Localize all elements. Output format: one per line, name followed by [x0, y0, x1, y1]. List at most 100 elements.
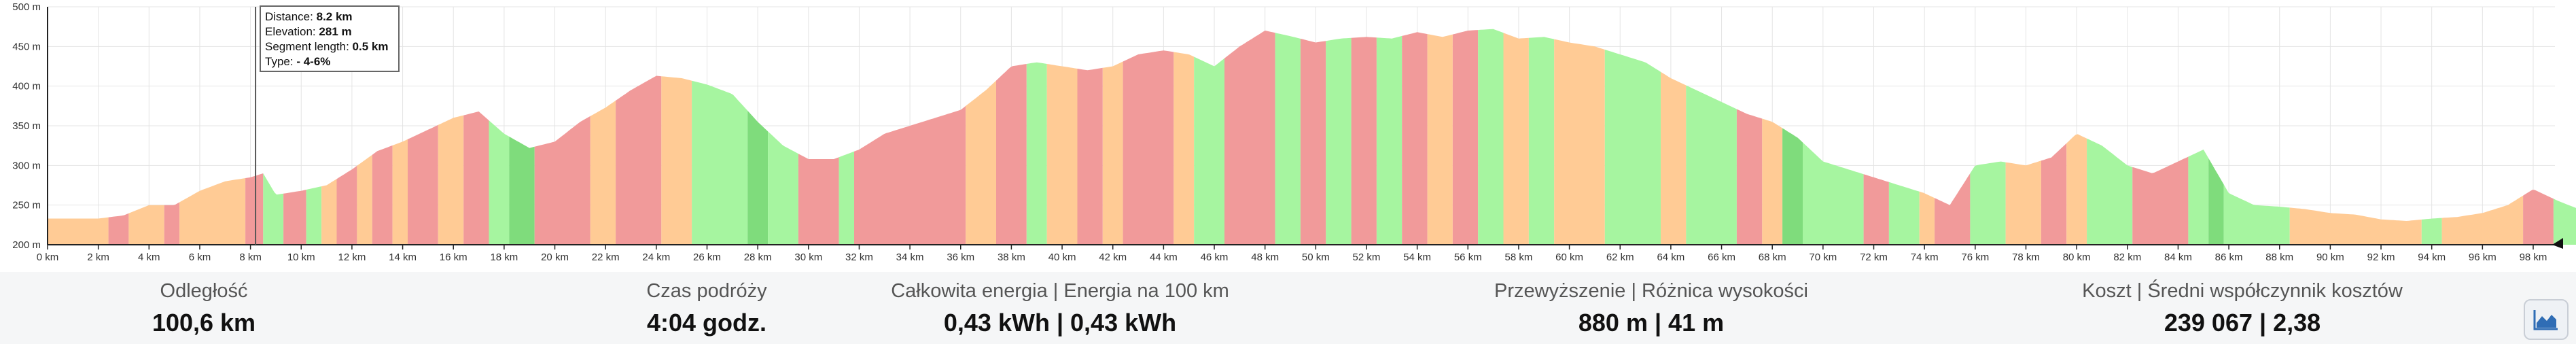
- x-tick-label: 16 km: [440, 252, 467, 263]
- x-tick-label: 76 km: [1961, 252, 1989, 263]
- segment-descent-moderate: [263, 173, 284, 245]
- elevation-chart[interactable]: 200 m 250 m 300 m 350 m 400 m 450 m 500 m 0 km…: [0, 0, 2576, 272]
- chart-toggle-button[interactable]: [2524, 299, 2569, 340]
- stat-cost-value: 239 067 | 2,38: [2164, 309, 2321, 337]
- segment-climb-steep: [1935, 197, 1955, 245]
- segment-climb-steep: [336, 165, 357, 245]
- segment-descent-moderate: [768, 131, 798, 245]
- segment-climb-steep: [2523, 190, 2554, 245]
- chart-tooltip: Distance: 8.2 km Elevation: 281 m Segmen…: [260, 5, 400, 72]
- x-tick-label: 50 km: [1302, 252, 1330, 263]
- tooltip-segment-value: 0.5 km: [352, 40, 389, 53]
- x-tick-label: 34 km: [896, 252, 924, 263]
- y-tick-label: 300 m: [12, 160, 41, 171]
- y-tick-label: 200 m: [12, 239, 41, 251]
- segment-climb-moderate: [128, 205, 164, 245]
- tooltip-type-value: - 4-6%: [296, 55, 331, 68]
- segment-descent-steep: [1782, 128, 1803, 245]
- segment-descent-moderate: [489, 120, 510, 245]
- x-tick-label: 12 km: [338, 252, 366, 263]
- segment-climb-steep: [463, 111, 489, 245]
- segment-climb-moderate: [2066, 134, 2087, 245]
- x-tick-label: 20 km: [541, 252, 569, 263]
- y-axis-ticks: 200 m 250 m 300 m 350 m 400 m 450 m 500 m: [12, 1, 41, 251]
- segment-climb-steep: [1077, 67, 1103, 245]
- tooltip-elevation-label: Elevation:: [265, 25, 316, 38]
- x-tick-label: 98 km: [2520, 252, 2547, 263]
- stat-distance-value: 100,6 km: [152, 309, 256, 337]
- stat-elevation-label: Przewyższenie | Różnica wysokości: [1494, 280, 1809, 302]
- segment-climb-steep: [245, 173, 264, 245]
- x-tick-label: 66 km: [1708, 252, 1735, 263]
- segment-descent-moderate: [2553, 199, 2576, 245]
- y-tick-label: 500 m: [12, 1, 41, 13]
- y-tick-label: 400 m: [12, 81, 41, 92]
- segment-climb-moderate: [1174, 52, 1195, 245]
- segment-descent-moderate: [692, 80, 748, 245]
- x-tick-label: 0 km: [37, 252, 59, 263]
- x-tick-label: 36 km: [947, 252, 974, 263]
- x-tick-label: 2 km: [87, 252, 109, 263]
- segment-descent-moderate: [2421, 218, 2442, 245]
- segment-climb-steep: [1736, 109, 1763, 245]
- route-end-marker: [2552, 238, 2563, 249]
- tooltip-elevation-row: Elevation: 281 m: [265, 24, 394, 39]
- segment-descent-moderate: [1528, 37, 1555, 245]
- segment-climb-steep: [283, 190, 306, 245]
- segment-climb-moderate: [48, 217, 109, 245]
- segment-descent-moderate: [1026, 62, 1047, 245]
- segment-climb-steep: [534, 116, 590, 245]
- segment-climb-steep: [1955, 173, 1971, 245]
- x-tick-label: 26 km: [693, 252, 721, 263]
- x-tick-label: 96 km: [2469, 252, 2496, 263]
- segment-climb-moderate: [1503, 33, 1529, 245]
- x-tick-label: 46 km: [1201, 252, 1229, 263]
- x-tick-label: 32 km: [845, 252, 873, 263]
- x-tick-label: 84 km: [2164, 252, 2192, 263]
- segment-climb-moderate: [966, 80, 996, 245]
- x-tick-label: 80 km: [2063, 252, 2091, 263]
- x-tick-label: 30 km: [794, 252, 822, 263]
- segment-climb-moderate: [357, 154, 372, 245]
- x-tick-label: 10 km: [287, 252, 315, 263]
- segment-climb-steep: [1452, 30, 1479, 245]
- tooltip-elevation-value: 281 m: [319, 25, 352, 38]
- x-tick-label: 42 km: [1099, 252, 1127, 263]
- segment-climb-steep: [108, 213, 129, 245]
- area-chart-icon: [2533, 310, 2558, 330]
- segment-climb-steep: [854, 105, 966, 245]
- segment-climb-steep: [1123, 50, 1174, 245]
- stat-travel-time: Czas podróży 4:04 godz.: [503, 272, 911, 344]
- x-tick-label: 44 km: [1150, 252, 1178, 263]
- segment-descent-moderate: [1970, 161, 2006, 245]
- x-tick-label: 48 km: [1251, 252, 1279, 263]
- x-tick-label: 90 km: [2316, 252, 2344, 263]
- segment-descent-moderate: [1686, 85, 1737, 245]
- stat-cost-label: Koszt | Średni współczynnik kosztów: [2082, 280, 2403, 302]
- segment-climb-moderate: [392, 139, 408, 245]
- segment-climb-steep: [1351, 37, 1377, 245]
- x-tick-label: 94 km: [2418, 252, 2446, 263]
- x-tick-label: 56 km: [1454, 252, 1482, 263]
- x-tick-label: 62 km: [1606, 252, 1634, 263]
- stat-energy-label: Całkowita energia | Energia na 100 km: [891, 280, 1229, 302]
- x-tick-label: 52 km: [1353, 252, 1381, 263]
- elevation-area: [48, 29, 2576, 245]
- tooltip-segment-row: Segment length: 0.5 km: [265, 39, 394, 54]
- tooltip-segment-label: Segment length:: [265, 40, 349, 53]
- y-tick-label: 250 m: [12, 200, 41, 211]
- x-tick-label: 78 km: [2012, 252, 2040, 263]
- stat-travel-time-label: Czas podróży: [646, 280, 767, 302]
- x-tick-label: 86 km: [2215, 252, 2243, 263]
- x-tick-label: 14 km: [389, 252, 417, 263]
- x-tick-label: 38 km: [998, 252, 1025, 263]
- elevation-profile-svg[interactable]: 200 m 250 m 300 m 350 m 400 m 450 m 500 m 0 km…: [0, 0, 2576, 272]
- segment-climb-steep: [1300, 38, 1326, 245]
- segment-descent-moderate: [2223, 184, 2290, 245]
- segment-climb-moderate: [1102, 61, 1123, 245]
- x-tick-label: 92 km: [2367, 252, 2395, 263]
- x-tick-label: 28 km: [744, 252, 772, 263]
- segment-climb-moderate: [590, 100, 616, 245]
- x-tick-label: 6 km: [189, 252, 211, 263]
- x-tick-label: 58 km: [1505, 252, 1533, 263]
